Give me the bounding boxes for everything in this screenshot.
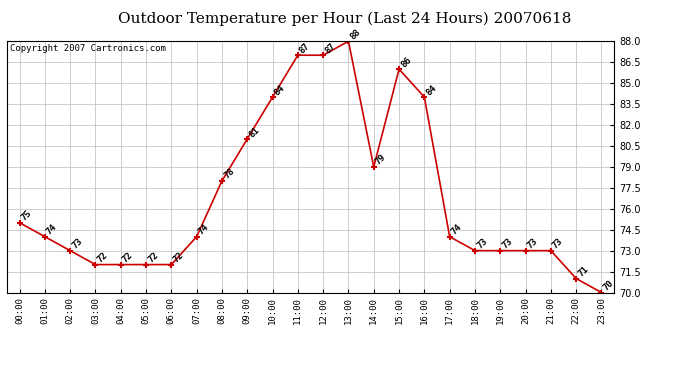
Text: 72: 72 [95,251,110,265]
Text: Copyright 2007 Cartronics.com: Copyright 2007 Cartronics.com [10,44,166,53]
Text: 75: 75 [19,209,34,223]
Text: 73: 73 [475,237,489,250]
Text: 87: 87 [298,41,312,55]
Text: 84: 84 [273,83,286,97]
Text: 74: 74 [197,223,210,237]
Text: 71: 71 [576,265,590,279]
Text: 73: 73 [551,237,565,250]
Text: 87: 87 [323,41,337,55]
Text: 86: 86 [399,55,413,69]
Text: 72: 72 [146,251,160,265]
Text: 73: 73 [500,237,514,250]
Text: 74: 74 [450,223,464,237]
Text: 73: 73 [526,237,540,250]
Text: 70: 70 [602,279,615,292]
Text: 73: 73 [70,237,84,250]
Text: 88: 88 [348,27,362,41]
Text: 78: 78 [222,167,236,181]
Text: Outdoor Temperature per Hour (Last 24 Hours) 20070618: Outdoor Temperature per Hour (Last 24 Ho… [118,11,572,26]
Text: 79: 79 [374,153,388,167]
Text: 74: 74 [45,223,59,237]
Text: 72: 72 [121,251,135,265]
Text: 72: 72 [171,251,186,265]
Text: 81: 81 [247,125,262,139]
Text: 84: 84 [424,83,438,97]
